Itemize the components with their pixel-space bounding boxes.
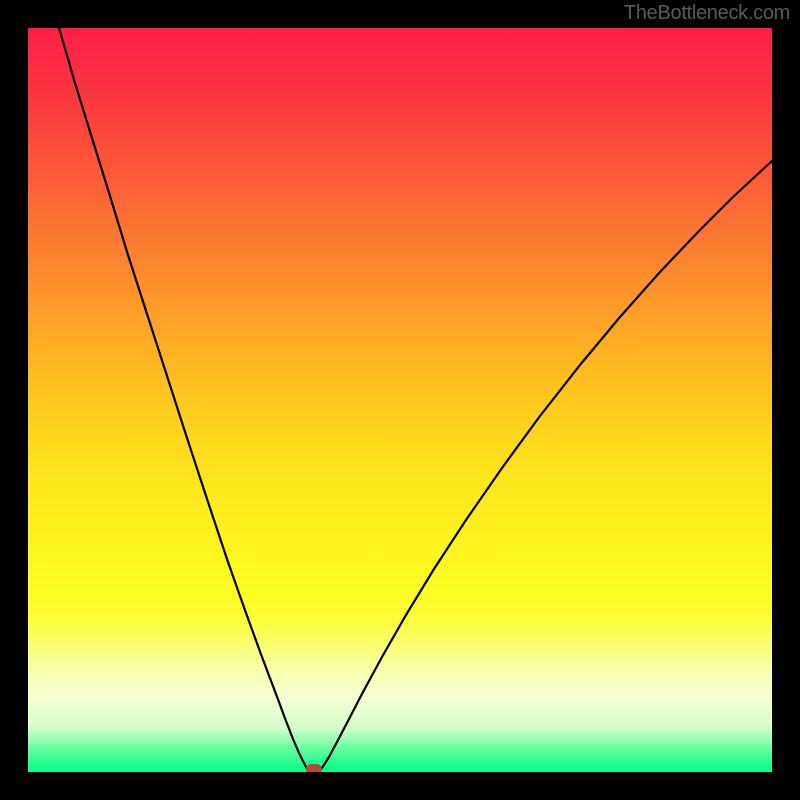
curve-right-branch xyxy=(319,161,772,771)
plot-area xyxy=(28,28,772,772)
curve-left-branch xyxy=(59,28,309,771)
tip-marker xyxy=(306,764,322,772)
curve-layer xyxy=(28,28,772,772)
watermark-text: TheBottleneck.com xyxy=(624,2,790,25)
